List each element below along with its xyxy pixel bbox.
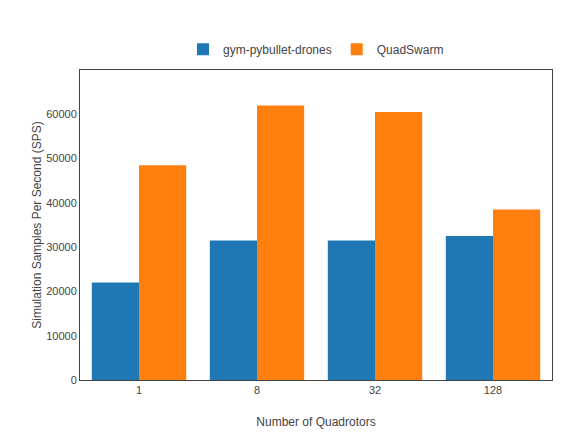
svg-text:Simulation Samples Per Second: Simulation Samples Per Second (SPS) (30, 121, 44, 328)
svg-text:10000: 10000 (46, 330, 77, 342)
svg-text:gym-pybullet-drones: gym-pybullet-drones (223, 43, 332, 57)
svg-text:8: 8 (254, 384, 260, 396)
svg-text:40000: 40000 (46, 197, 77, 209)
svg-text:0: 0 (71, 374, 77, 386)
svg-text:20000: 20000 (46, 285, 77, 297)
svg-text:50000: 50000 (46, 152, 77, 164)
svg-text:Number of Quadrotors: Number of Quadrotors (256, 415, 375, 429)
svg-text:QuadSwarm: QuadSwarm (377, 43, 444, 57)
svg-text:128: 128 (484, 384, 502, 396)
svg-text:60000: 60000 (46, 108, 77, 120)
svg-text:1: 1 (136, 384, 142, 396)
svg-text:32: 32 (369, 384, 381, 396)
svg-text:30000: 30000 (46, 241, 77, 253)
